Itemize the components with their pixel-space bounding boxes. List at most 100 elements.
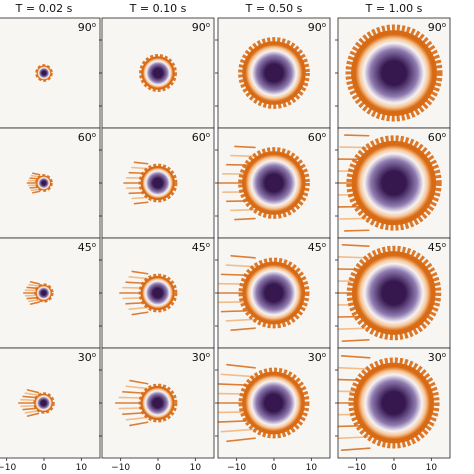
x-tick-label: 0	[41, 463, 47, 473]
plume-halo	[238, 147, 310, 219]
x-tick-label: −10	[111, 463, 130, 473]
heatmap-panel: 60o	[0, 127, 101, 241]
heatmap-panel: 60o	[335, 127, 451, 241]
plume-streak	[230, 154, 256, 158]
panel-angle-label: 45o	[78, 241, 96, 254]
plume-streak	[338, 327, 370, 330]
concentration-blob	[242, 151, 306, 215]
plume-streak	[340, 355, 371, 359]
plume-streak	[26, 412, 40, 417]
column-title: T = 0.50 s	[245, 2, 303, 15]
plume-halo	[35, 174, 53, 192]
heatmap-panel: 45o	[99, 237, 215, 351]
plume-streak	[22, 407, 40, 411]
plume-halo	[238, 257, 310, 329]
x-axis-labels: −10010x [m]−10010x [m]−10010x [m]−10010x…	[0, 463, 438, 473]
concentration-blob	[351, 140, 437, 226]
plume-streak	[226, 437, 256, 443]
x-tick-label: 0	[271, 463, 277, 473]
panel-angle-label: 45o	[308, 241, 326, 254]
concentration-blob	[351, 251, 436, 335]
panel-angle-label: 30o	[428, 351, 446, 364]
plume-streak	[225, 318, 256, 322]
plume-streak	[225, 264, 256, 268]
panel-angle-label: 30o	[78, 351, 96, 364]
column-titles: T = 0.02 s T = 0.10 s T = 0.50 s T = 1.00 s	[15, 2, 423, 15]
plume-halo	[238, 37, 310, 109]
concentration-blob	[141, 56, 175, 90]
heatmap-panel: 45o	[215, 237, 331, 351]
panel-angle-label: 90o	[428, 21, 446, 34]
x-tick-label: 10	[190, 463, 202, 473]
plume-streak	[133, 161, 149, 165]
plume-halo	[35, 64, 53, 82]
plume-streak	[230, 254, 256, 259]
panel-angle-label: 90o	[192, 21, 210, 34]
plume-streak	[29, 281, 40, 285]
concentration-blob	[35, 284, 52, 302]
plume-streak	[125, 385, 149, 390]
panel-angle-label: 60o	[78, 131, 96, 144]
plume-halo	[238, 367, 310, 439]
plume-streak	[131, 166, 149, 170]
heatmap-panel: 30o	[215, 347, 331, 461]
concentration-blob	[242, 41, 306, 105]
heatmap-panel: 60o	[215, 127, 331, 241]
column-title: T = 1.00 s	[365, 2, 423, 15]
plume-streak	[131, 196, 149, 200]
panel-angle-label: 60o	[192, 131, 210, 144]
panel-angle-label: 45o	[428, 241, 446, 254]
plume-streak	[341, 339, 370, 343]
x-tick-label: −10	[0, 463, 16, 473]
plume-streak	[338, 366, 371, 370]
concentration-blob	[140, 165, 175, 201]
plume-streak	[234, 217, 256, 221]
plume-halo	[139, 54, 177, 92]
plume-streak	[131, 270, 149, 275]
x-tick-label: 10	[306, 463, 318, 473]
x-tick-label: 0	[155, 463, 161, 473]
plume-streak	[234, 145, 256, 149]
plume-streak	[220, 373, 256, 378]
plume-streak	[29, 301, 40, 305]
heatmap-panel: 90o	[335, 17, 451, 131]
x-tick-label: 10	[426, 463, 438, 473]
heatmap-panel: 90o	[0, 17, 101, 131]
x-tick-label: 0	[391, 463, 397, 473]
column-title: T = 0.02 s	[15, 2, 73, 15]
plume-streak	[226, 363, 256, 369]
panel-angle-label: 90o	[308, 21, 326, 34]
plume-halo	[138, 273, 178, 313]
x-tick-label: −10	[347, 463, 366, 473]
plume-streak	[133, 201, 149, 205]
plume-streak	[24, 410, 40, 414]
plume-streak	[230, 327, 256, 332]
plume-streak	[131, 311, 149, 316]
plume-halo	[138, 383, 178, 423]
plume-streak	[26, 389, 40, 394]
concentration-blob	[242, 261, 306, 325]
x-tick-label: −10	[227, 463, 246, 473]
heatmap-panel: 90o	[215, 17, 331, 131]
heatmap-panel: 30o	[0, 347, 101, 461]
plume-streak	[220, 428, 256, 433]
plume-halo	[138, 163, 178, 203]
concentration-blob	[140, 385, 175, 421]
x-tick-label: 10	[76, 463, 88, 473]
concentration-blob	[36, 175, 52, 191]
plume-halo	[346, 135, 442, 231]
plume-streak	[340, 447, 371, 451]
plume-streak	[128, 306, 149, 310]
concentration-blob	[140, 275, 175, 311]
plume-streak	[129, 379, 149, 385]
panel-angle-label: 60o	[308, 131, 326, 144]
panel-angle-label: 30o	[308, 351, 326, 364]
concentration-blob	[353, 362, 435, 444]
concentration-blob	[34, 393, 53, 413]
heatmap-panel: 45o	[0, 237, 101, 351]
plume-halo	[348, 357, 440, 449]
plume-streak	[125, 416, 149, 421]
plume-streak	[28, 299, 40, 303]
plume-streak	[343, 134, 370, 137]
